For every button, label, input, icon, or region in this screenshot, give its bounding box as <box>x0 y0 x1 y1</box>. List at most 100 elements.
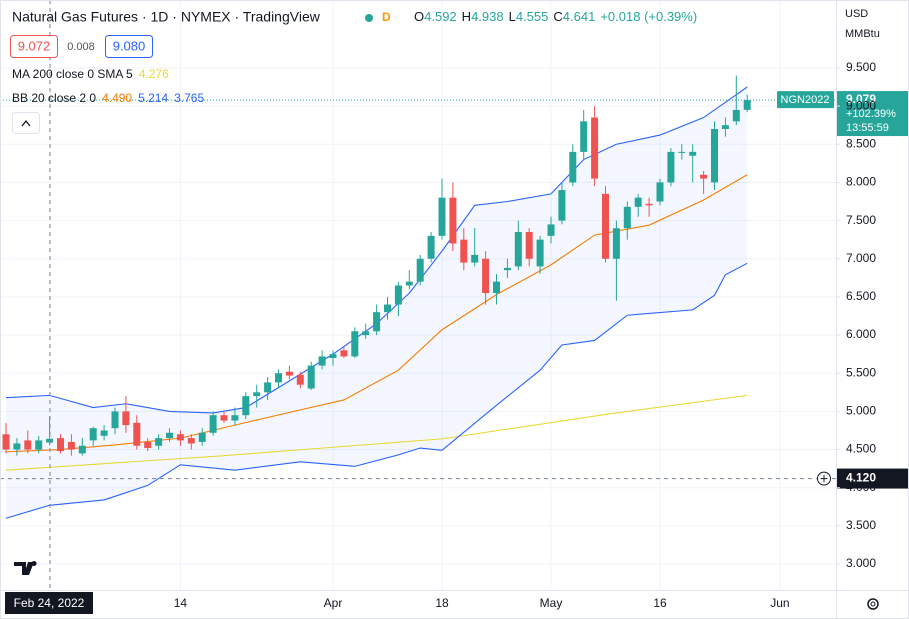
candle-body <box>503 267 511 271</box>
y-tick-label: 5.500 <box>846 365 876 379</box>
y-tick-label: 6.500 <box>846 289 876 303</box>
gear-hub <box>870 601 876 607</box>
candle-body <box>275 373 282 383</box>
unit: MMBtu <box>845 28 880 40</box>
candle-body <box>231 415 239 421</box>
candle-body <box>373 312 381 332</box>
currency: USD <box>845 8 868 20</box>
candle-body <box>100 430 108 436</box>
candle-body <box>678 151 686 153</box>
legend-entry: MA 200 close 0 SMA 5 4.276 <box>12 67 169 81</box>
crosshair-price: 4.120 <box>846 471 876 485</box>
y-tick-label: 9.500 <box>846 60 876 74</box>
y-tick-label: 8.000 <box>846 175 876 189</box>
candle-body <box>700 174 708 179</box>
chart-title: Natural Gas Futures · 1D · NYMEX · Tradi… <box>12 9 321 25</box>
candle-body <box>394 285 402 305</box>
candle-body <box>329 354 337 358</box>
candle-body <box>721 125 729 129</box>
candle-body <box>133 422 141 446</box>
candle-body <box>13 443 21 450</box>
candle-body <box>591 117 599 179</box>
y-tick-label: 6.000 <box>846 327 876 341</box>
candle-body <box>689 151 697 156</box>
x-tick-label: 14 <box>174 596 188 610</box>
y-tick-label: 9.000 <box>846 98 876 112</box>
candle-body <box>525 232 533 259</box>
symbol-tag <box>777 91 834 109</box>
candle-body <box>24 440 32 450</box>
crosshair-date-tag <box>5 592 93 614</box>
bid-box[interactable] <box>10 35 58 58</box>
candle-body <box>460 239 468 263</box>
candle-body <box>111 411 119 429</box>
badge: D <box>382 10 391 24</box>
candle-body <box>536 239 544 267</box>
legend-value: 5.214 <box>138 91 168 105</box>
candle-body <box>656 182 664 202</box>
symbol-label: NGN2022 <box>781 94 830 106</box>
candle-body <box>187 438 195 444</box>
candle-body <box>612 228 620 259</box>
settings-icon[interactable] <box>867 598 879 610</box>
ask-box[interactable] <box>105 35 153 58</box>
logo[interactable] <box>14 561 37 575</box>
ohlc-value: 4.938 <box>471 9 504 24</box>
candle-body <box>482 258 490 294</box>
candle-body <box>220 415 228 421</box>
legend-value: 3.765 <box>174 91 204 105</box>
grid <box>0 0 836 590</box>
price-label: 9.079 <box>846 92 876 106</box>
candle-body <box>253 392 261 397</box>
candle-body <box>285 371 293 376</box>
candle-body <box>449 197 457 244</box>
candle-body <box>427 235 435 259</box>
legend-label: MA 200 close 0 SMA 5 <box>12 67 133 81</box>
indicator-line <box>5 86 748 414</box>
legend-value: 4.276 <box>139 67 169 81</box>
legend-label: BB 20 close 2 0 <box>12 91 96 105</box>
ohlc-key: C <box>553 9 562 24</box>
candle-body <box>176 434 184 441</box>
y-tick-label: 8.500 <box>846 136 876 150</box>
candle-body <box>57 438 64 452</box>
collapse-button[interactable] <box>12 112 40 134</box>
candle-body <box>166 432 173 439</box>
price-change: +102.39% <box>846 108 896 120</box>
candle-body <box>296 374 304 385</box>
ohlc-value: 4.555 <box>516 9 549 24</box>
ohlc-value: 4.592 <box>424 9 457 24</box>
legend-value: 4.490 <box>102 91 132 105</box>
gear <box>867 598 879 610</box>
candle-body <box>209 415 217 433</box>
candle-body <box>144 441 152 449</box>
x-tick-label: May <box>540 596 563 610</box>
plot <box>2 75 751 519</box>
y-tick-label: 7.500 <box>846 213 876 227</box>
candle-body <box>634 197 642 207</box>
candle-body <box>67 441 75 450</box>
y-tick-label: 3.000 <box>846 556 876 570</box>
candle-body <box>743 100 751 110</box>
candle-body <box>514 232 522 267</box>
ohlc-readout: O4.592 H4.938 L4.555 C4.641 +0.018 (+0.39%) <box>414 9 697 24</box>
candle-body <box>493 281 500 294</box>
candle-body <box>438 197 446 236</box>
candle-body <box>558 190 566 221</box>
y-tick-label: 4.500 <box>846 442 876 456</box>
countdown: 13:55:59 <box>846 122 889 134</box>
crosshair-date: Feb 24, 2022 <box>14 596 85 610</box>
candle-body <box>89 428 97 441</box>
ohlc-key: L <box>509 9 516 24</box>
spread: 0.008 <box>67 41 95 53</box>
indicator-line <box>5 394 748 471</box>
x-tick-label: 18 <box>435 596 449 610</box>
candle-body <box>307 365 315 389</box>
candle-body <box>318 356 326 366</box>
y-tick-label: 5.000 <box>846 404 876 418</box>
candle-body <box>547 224 555 236</box>
candle-body <box>2 434 10 450</box>
candle-body <box>711 128 718 183</box>
candle-body <box>471 254 479 263</box>
